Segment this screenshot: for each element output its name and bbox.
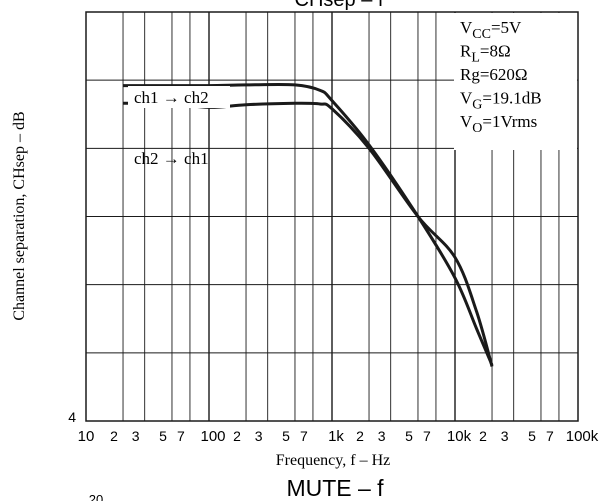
series-label-ch2-to-ch1: ch2 → ch1	[134, 149, 209, 168]
x-tick-label: 2	[479, 428, 487, 444]
x-tick-labels: 10 2 3 5 7 100 2 3 5 7 1k 2 3 5 7 10k 2 3 5 7 100k	[78, 428, 599, 445]
plot-frame	[85, 11, 579, 422]
x-tick-label: 2	[110, 428, 118, 444]
x-tick-label: 100	[200, 428, 225, 445]
series-group	[122, 82, 494, 367]
x-tick-label: 5	[159, 428, 167, 444]
label-bg-ch1	[128, 86, 230, 108]
y-tick-label: 4	[68, 409, 76, 425]
y-tick-labels: 4	[68, 409, 76, 425]
x-tick-label: 5	[528, 428, 536, 444]
x-tick-label: 5	[282, 428, 290, 444]
next-chart-partial-tick: 20	[89, 492, 103, 501]
annotation-line: VO=1Vrms	[460, 112, 537, 136]
x-axis-label: Frequency, f – Hz	[276, 452, 390, 469]
y-axis-label: Channel separation, CHsep – dB	[11, 111, 28, 320]
x-tick-label: 100k	[566, 428, 599, 445]
x-tick-label: 7	[300, 428, 308, 444]
annotation-line: Rg=620Ω	[460, 65, 528, 84]
annotation-box-bg	[454, 13, 577, 150]
series-line-1	[123, 82, 494, 366]
annotation-line: RL=8Ω	[460, 42, 511, 66]
series-label-ch1-to-ch2: ch1 → ch2	[134, 88, 209, 107]
annotation-line: VCC=5V	[460, 18, 522, 42]
series-line-2	[122, 101, 494, 367]
x-tick-label: 10	[78, 428, 95, 445]
chart-title: CHsep – f	[295, 0, 384, 11]
x-tick-label: 3	[501, 428, 509, 444]
x-tick-label: 7	[546, 428, 554, 444]
x-tick-label: 1k	[328, 428, 344, 445]
x-tick-label: 3	[132, 428, 140, 444]
x-tick-label: 5	[405, 428, 413, 444]
x-tick-label: 3	[255, 428, 263, 444]
x-tick-label: 2	[356, 428, 364, 444]
x-tick-label: 7	[177, 428, 185, 444]
annotation-line: VG=19.1dB	[460, 89, 542, 113]
x-tick-label: 3	[378, 428, 386, 444]
x-tick-label: 10k	[447, 428, 472, 445]
next-chart-title: MUTE – f	[286, 475, 384, 501]
x-tick-label: 2	[233, 428, 241, 444]
x-tick-label: 7	[423, 428, 431, 444]
